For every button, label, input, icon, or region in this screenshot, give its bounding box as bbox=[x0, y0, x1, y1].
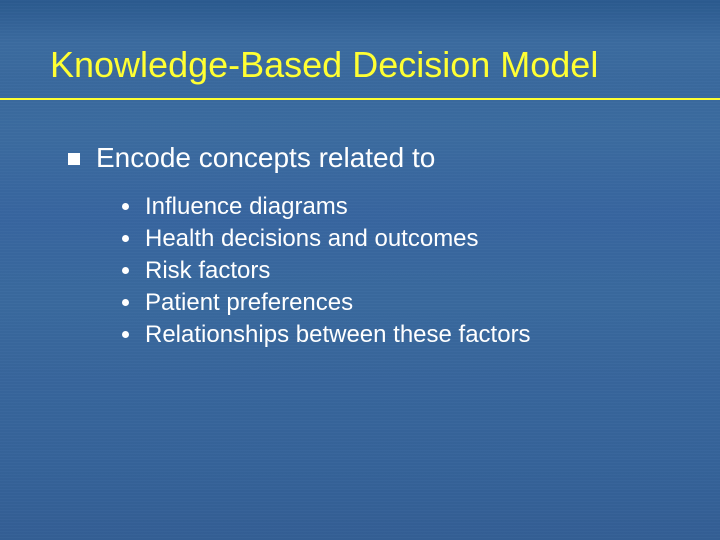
list-item: Relationships between these factors bbox=[122, 320, 670, 350]
list-item: Influence diagrams bbox=[122, 192, 670, 222]
list-item-text: Patient preferences bbox=[145, 288, 353, 318]
bullet-level1: Encode concepts related to bbox=[68, 142, 670, 174]
list-item: Patient preferences bbox=[122, 288, 670, 318]
list-item-text: Relationships between these factors bbox=[145, 320, 531, 350]
slide-body: Encode concepts related to Influence dia… bbox=[50, 100, 670, 350]
square-bullet-icon bbox=[68, 153, 80, 165]
list-item: Risk factors bbox=[122, 256, 670, 286]
list-item-text: Risk factors bbox=[145, 256, 270, 286]
disc-bullet-icon bbox=[122, 235, 129, 242]
list-item-text: Health decisions and outcomes bbox=[145, 224, 479, 254]
list-item-text: Influence diagrams bbox=[145, 192, 348, 222]
slide-title: Knowledge-Based Decision Model bbox=[50, 44, 670, 86]
bullet-level1-text: Encode concepts related to bbox=[96, 142, 435, 174]
disc-bullet-icon bbox=[122, 299, 129, 306]
list-item: Health decisions and outcomes bbox=[122, 224, 670, 254]
disc-bullet-icon bbox=[122, 331, 129, 338]
disc-bullet-icon bbox=[122, 203, 129, 210]
bullet-level2-list: Influence diagrams Health decisions and … bbox=[68, 192, 670, 350]
slide: Knowledge-Based Decision Model Encode co… bbox=[0, 0, 720, 540]
disc-bullet-icon bbox=[122, 267, 129, 274]
